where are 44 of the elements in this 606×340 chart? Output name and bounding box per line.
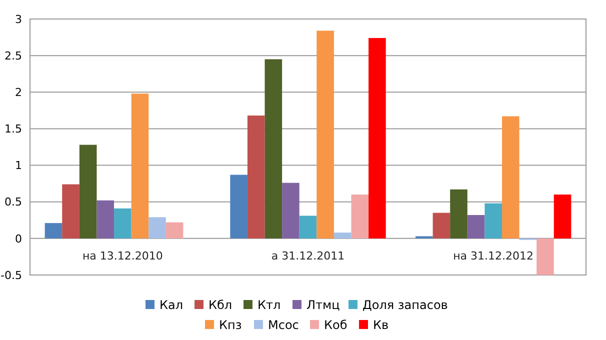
x-tick-label: а 31.12.2011 — [271, 249, 345, 262]
bar — [316, 30, 334, 238]
bar — [62, 184, 80, 238]
legend-label: Ктл — [258, 298, 281, 312]
bar — [96, 200, 114, 238]
y-tick-label: 2.5 — [4, 49, 22, 62]
bar — [351, 194, 369, 238]
bar — [114, 208, 132, 238]
bar — [502, 116, 520, 238]
y-tick-label: 3 — [15, 12, 22, 26]
y-tick-label: 2 — [15, 86, 22, 99]
bar — [166, 222, 184, 238]
bar — [432, 212, 450, 238]
bar — [467, 215, 485, 238]
y-tick-label: 1 — [15, 159, 22, 172]
x-tick-label: на 13.12.2010 — [82, 249, 163, 262]
bar — [334, 232, 352, 238]
y-tick-label: 1.5 — [4, 122, 22, 136]
bar — [131, 94, 149, 238]
legend-label: Кал — [160, 298, 184, 312]
x-tick-label: на 31.12.2012 — [453, 249, 534, 262]
bar — [299, 216, 317, 238]
bar — [282, 182, 300, 238]
legend-label: Кв — [373, 318, 389, 332]
bar — [554, 194, 572, 238]
bar — [230, 174, 248, 238]
y-tick-label: 0 — [15, 232, 22, 246]
y-tick-label: -0.5 — [0, 268, 22, 282]
y-tick-label: 0.5 — [4, 196, 22, 209]
bar — [450, 189, 468, 238]
bar — [484, 203, 502, 238]
bar — [536, 238, 554, 275]
bar — [247, 116, 265, 238]
legend-label: Лтмц — [306, 298, 340, 312]
legend-label: Кпз — [219, 318, 242, 332]
bar — [368, 38, 386, 238]
bar — [44, 223, 62, 238]
legend-label: Кбл — [208, 298, 232, 312]
legend-label: Коб — [324, 318, 348, 332]
legend-label: Доля запасов — [362, 298, 448, 312]
legend-label: Мсос — [268, 318, 299, 332]
bar — [264, 59, 282, 238]
bar — [79, 144, 97, 238]
bar — [148, 217, 166, 238]
